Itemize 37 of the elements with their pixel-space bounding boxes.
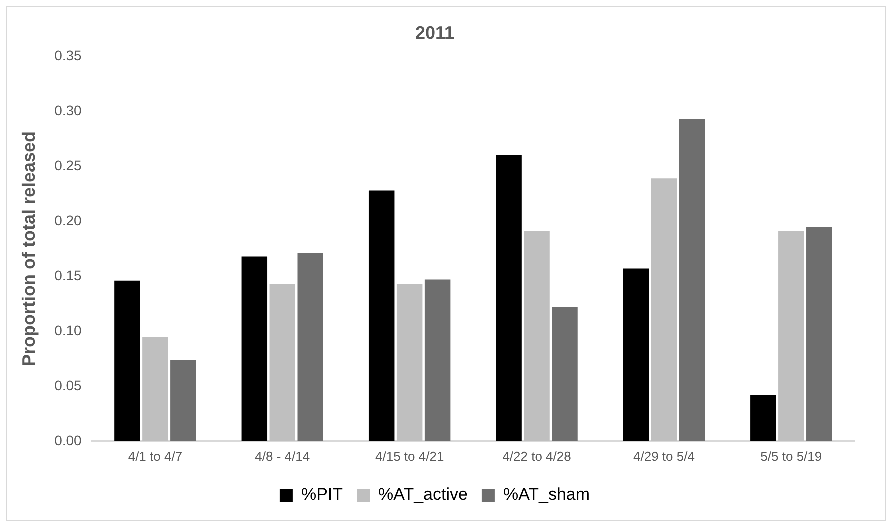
x-tick-label: 4/22 to 4/28 [502, 448, 572, 464]
legend-label: %PIT [301, 485, 344, 504]
y-tick-label: 0.35 [54, 47, 82, 64]
x-tick-label: 4/1 to 4/7 [128, 448, 183, 464]
bar [298, 253, 324, 442]
x-tick-label: 4/8 - 4/14 [255, 448, 310, 464]
bar [424, 280, 451, 442]
bar [114, 280, 140, 442]
bar [170, 360, 196, 442]
y-tick-label: 0.20 [54, 212, 82, 228]
chart-title: 2011 [415, 22, 455, 43]
bar [806, 227, 832, 442]
y-tick-label: 0.15 [54, 267, 82, 284]
y-tick-label: 0.05 [54, 377, 82, 394]
bar [496, 156, 522, 442]
bar [623, 268, 650, 442]
bar [396, 284, 423, 442]
bar [142, 336, 168, 442]
bar [242, 256, 268, 442]
bar [368, 190, 395, 442]
x-tick-label: 5/5 to 5/19 [760, 448, 822, 464]
bar [679, 119, 706, 442]
y-tick-label: 0.25 [54, 157, 82, 174]
bar [651, 178, 678, 442]
y-tick-label: 0.10 [54, 322, 82, 338]
y-tick-label: 0.30 [54, 102, 82, 118]
y-tick-label: 0.00 [54, 432, 82, 448]
x-tick-label: 4/15 to 4/21 [375, 448, 444, 464]
bar [270, 284, 296, 442]
y-axis-title: Proportion of total released [18, 131, 39, 367]
bar [750, 395, 776, 442]
bar [778, 231, 804, 442]
legend-label: %AT_sham [503, 485, 590, 504]
bar [524, 231, 550, 442]
legend-label: %AT_active [378, 485, 468, 504]
x-tick-label: 4/29 to 5/4 [633, 448, 695, 464]
bar [552, 307, 578, 442]
